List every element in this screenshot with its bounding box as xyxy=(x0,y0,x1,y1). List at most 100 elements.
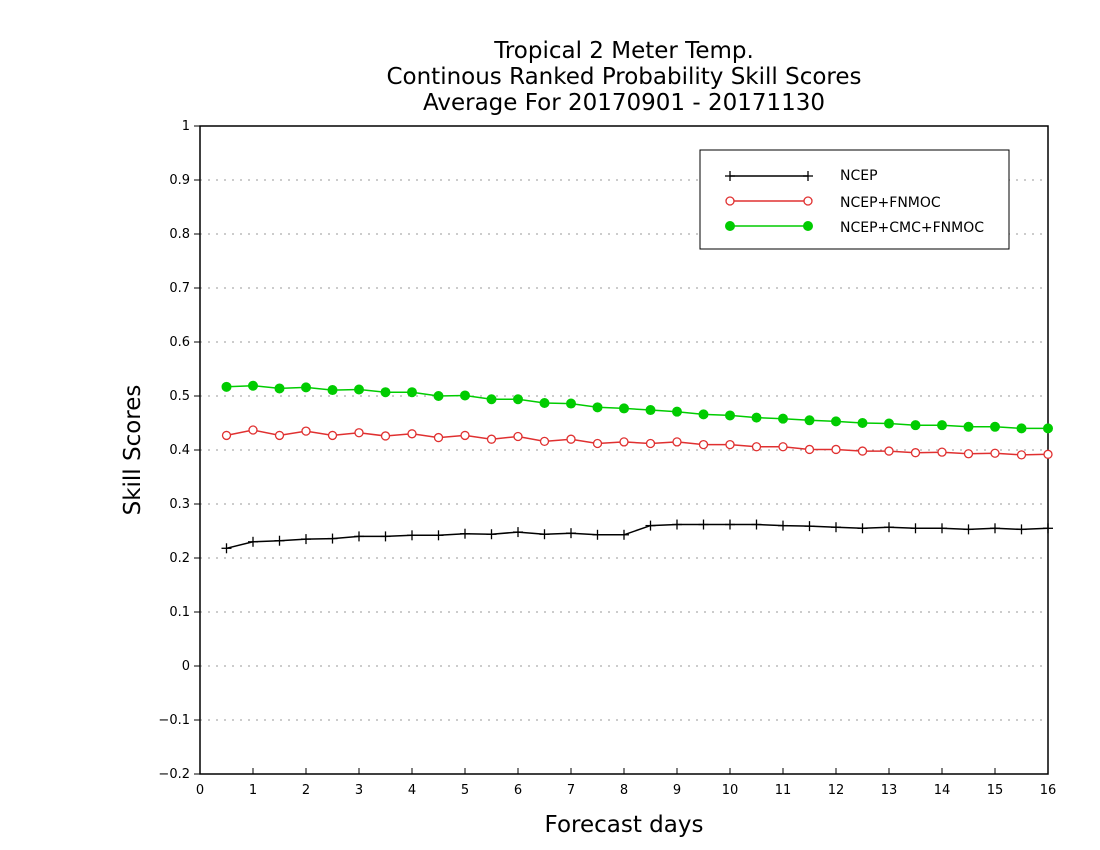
data-point-plus xyxy=(248,536,258,547)
data-point-filled-circle xyxy=(513,394,523,405)
data-point-open-circle xyxy=(566,434,576,444)
x-tick-label: 4 xyxy=(408,783,416,798)
data-point-filled-circle xyxy=(619,403,629,414)
x-tick-label: 9 xyxy=(673,783,681,798)
x-tick-label: 10 xyxy=(722,783,739,798)
legend-sample-2 xyxy=(725,221,813,231)
legend-sample-0 xyxy=(725,171,813,181)
y-tick-label: 0.2 xyxy=(169,551,190,566)
data-point-open-circle xyxy=(380,431,391,441)
data-point-open-circle xyxy=(513,431,523,442)
data-point-plus xyxy=(778,520,788,531)
x-tick-label: 16 xyxy=(1040,783,1057,798)
data-point-filled-circle xyxy=(778,413,788,424)
data-point-filled-circle xyxy=(460,390,470,401)
data-point-plus xyxy=(513,527,523,538)
series-1 xyxy=(221,425,1053,460)
data-point-open-circle xyxy=(884,446,894,456)
data-point-plus xyxy=(221,543,232,554)
legend-box xyxy=(699,149,1010,250)
data-point-plus xyxy=(354,531,364,542)
y-tick-label: 0.3 xyxy=(169,497,190,512)
legend-label-ncep: NCEP xyxy=(840,168,878,184)
axis-ticks: −0.2−0.100.10.20.30.40.50.60.70.80.910 1 2… xyxy=(158,119,1056,798)
data-point-filled-circle xyxy=(990,421,1000,432)
data-point-filled-circle xyxy=(725,221,735,231)
data-point-filled-circle xyxy=(725,410,735,421)
data-point-filled-circle xyxy=(380,387,391,398)
title-line-2: Continous Ranked Probability Skill Score… xyxy=(386,64,861,90)
data-point-plus xyxy=(619,529,629,540)
data-point-plus xyxy=(433,530,444,541)
x-tick-label: 2 xyxy=(302,783,310,798)
data-point-open-circle xyxy=(725,196,735,206)
data-point-plus xyxy=(1043,523,1053,534)
data-point-open-circle xyxy=(327,430,338,441)
data-point-filled-circle xyxy=(831,416,841,427)
x-tick-label: 7 xyxy=(567,783,575,798)
data-point-filled-circle xyxy=(857,418,868,428)
data-point-plus xyxy=(698,519,709,530)
y-tick-label: 0.4 xyxy=(169,443,190,458)
data-point-plus xyxy=(301,534,311,545)
data-point-filled-circle xyxy=(804,415,815,426)
data-point-plus xyxy=(831,522,841,533)
x-axis-label: Forecast days xyxy=(545,812,704,838)
data-point-filled-circle xyxy=(751,412,762,423)
data-point-open-circle xyxy=(803,196,813,206)
data-point-open-circle xyxy=(778,442,788,452)
data-point-filled-circle xyxy=(645,405,656,416)
legend-label-ncep-fnmoc: NCEP+FNMOC xyxy=(840,195,941,211)
data-point-filled-circle xyxy=(354,384,364,395)
chart-title: Tropical 2 Meter Temp. Continous Ranked … xyxy=(386,38,861,116)
data-point-open-circle xyxy=(937,447,947,457)
data-point-filled-circle xyxy=(803,221,813,231)
data-point-plus xyxy=(990,523,1000,534)
data-point-plus xyxy=(566,528,576,539)
data-point-open-circle xyxy=(460,430,470,441)
data-point-open-circle xyxy=(910,448,921,458)
data-point-plus xyxy=(486,529,497,540)
x-tick-label: 3 xyxy=(355,783,363,798)
data-point-open-circle xyxy=(248,425,258,435)
data-point-open-circle xyxy=(619,437,629,447)
y-tick-label: −0.1 xyxy=(158,713,190,728)
title-line-1: Tropical 2 Meter Temp. xyxy=(493,38,754,64)
data-point-open-circle xyxy=(698,439,709,450)
data-point-open-circle xyxy=(1016,450,1027,460)
data-point-plus xyxy=(327,533,338,544)
data-point-filled-circle xyxy=(566,398,576,409)
data-point-filled-circle xyxy=(539,398,550,409)
data-point-plus xyxy=(407,530,417,541)
x-tick-label: 8 xyxy=(620,783,628,798)
data-point-plus xyxy=(672,519,682,530)
data-point-open-circle xyxy=(407,429,417,439)
data-point-filled-circle xyxy=(672,406,682,417)
data-point-plus xyxy=(380,531,391,542)
data-point-plus xyxy=(751,519,762,530)
y-tick-label: 0.5 xyxy=(169,389,190,404)
data-point-filled-circle xyxy=(486,394,497,405)
data-point-open-circle xyxy=(990,448,1000,458)
data-point-plus xyxy=(884,522,894,533)
data-point-filled-circle xyxy=(221,381,232,392)
data-point-plus xyxy=(937,523,947,534)
data-point-filled-circle xyxy=(698,409,709,420)
x-tick-label: 5 xyxy=(461,783,469,798)
title-line-3: Average For 20170901 - 20171130 xyxy=(423,90,825,116)
data-point-open-circle xyxy=(221,430,232,441)
data-point-filled-circle xyxy=(592,402,603,413)
data-point-plus xyxy=(857,523,868,534)
data-point-open-circle xyxy=(804,444,815,455)
data-point-open-circle xyxy=(486,434,497,444)
data-point-open-circle xyxy=(725,439,735,450)
data-point-plus xyxy=(725,171,735,181)
x-tick-label: 13 xyxy=(881,783,898,798)
data-point-filled-circle xyxy=(301,382,311,393)
y-tick-label: 0.6 xyxy=(169,335,190,350)
y-axis-label: Skill Scores xyxy=(120,385,146,516)
series-2 xyxy=(221,380,1053,434)
data-point-open-circle xyxy=(645,438,656,449)
x-tick-label: 0 xyxy=(196,783,204,798)
